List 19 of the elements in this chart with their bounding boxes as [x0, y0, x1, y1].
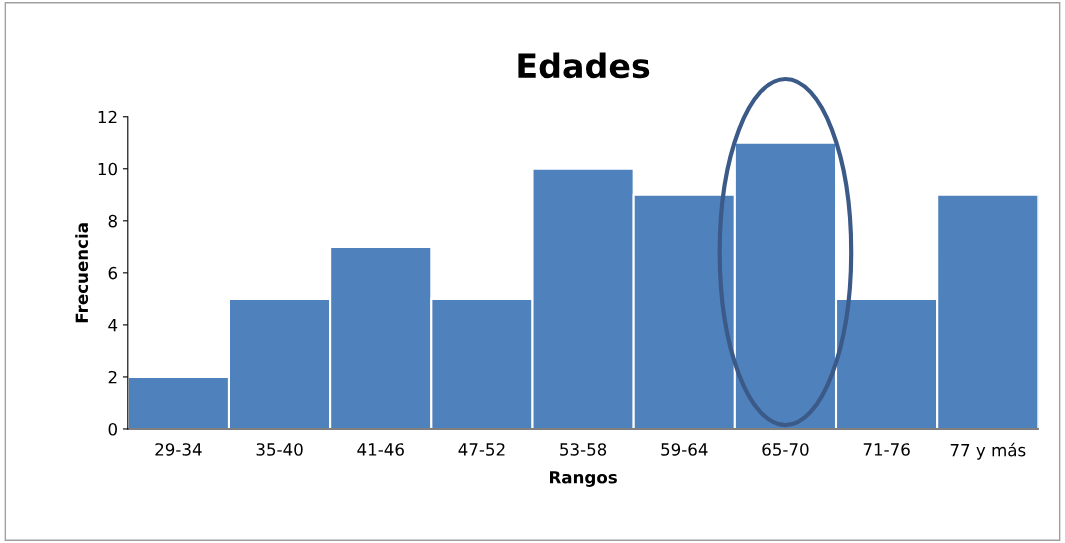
- x-tick-label: 41-46: [357, 443, 404, 456]
- x-tick-label: 47-52: [458, 443, 505, 456]
- y-tick-label: 6: [108, 266, 118, 280]
- x-tick-label: 59-64: [661, 443, 708, 456]
- y-tick-label: 12: [98, 110, 117, 124]
- x-axis-title: Rangos: [550, 471, 617, 487]
- y-tick-label: 2: [108, 370, 117, 384]
- y-tick-label: 0: [108, 422, 117, 436]
- x-tick-label: 29-34: [155, 443, 202, 456]
- x-tick-label: 53-58: [560, 443, 607, 456]
- chart-title: Edades: [518, 52, 650, 79]
- x-tick-label: 35-40: [256, 443, 303, 456]
- y-tick-label: 8: [108, 214, 117, 228]
- x-tick-label: 71-76: [863, 443, 910, 456]
- x-tick-label: 65-70: [762, 443, 809, 456]
- y-tick-label: 4: [108, 319, 118, 332]
- y-tick-label: 10: [98, 162, 117, 176]
- y-axis-title: Frecuencia: [75, 223, 89, 323]
- x-tick-label: 77 y más: [950, 442, 1026, 460]
